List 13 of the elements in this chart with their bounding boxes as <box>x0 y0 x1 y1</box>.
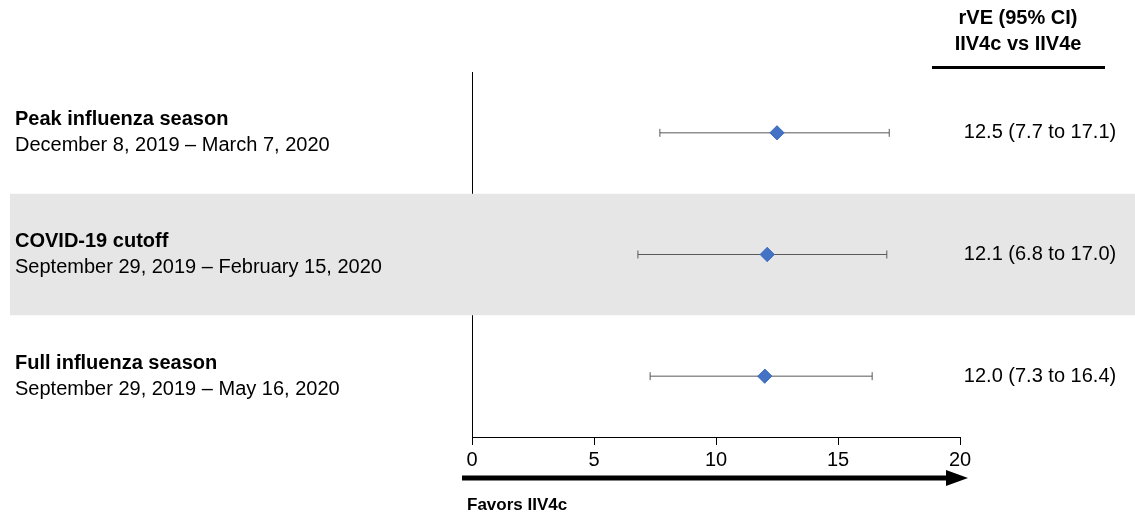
x-tick-label: 0 <box>466 447 478 470</box>
x-tick-label: 5 <box>588 447 600 470</box>
y-tick-label: Full influenza season September 29, 2019 – May 16, 2020 <box>15 350 340 399</box>
text: Favors IIV4c <box>467 494 568 514</box>
y-tick-label: COVID-19 cutoff September 29, 2019 – February 15, 2020 <box>15 229 382 278</box>
x-tick-label: 20 <box>948 447 972 470</box>
text: rVE (95% CI) IIV4c vs IIV4e <box>954 5 1082 54</box>
y-tick-label: Peak influenza season December 8, 2019 – March 7, 2020 <box>15 107 330 156</box>
x-tick-label: 15 <box>826 447 850 470</box>
x-tick-label: 10 <box>704 447 728 470</box>
data-label: 12.0 (7.3 to 16.4) <box>963 363 1117 386</box>
data-label: 12.1 (6.8 to 17.0) <box>963 242 1117 265</box>
data-label: 12.5 (7.7 to 17.1) <box>963 120 1117 143</box>
